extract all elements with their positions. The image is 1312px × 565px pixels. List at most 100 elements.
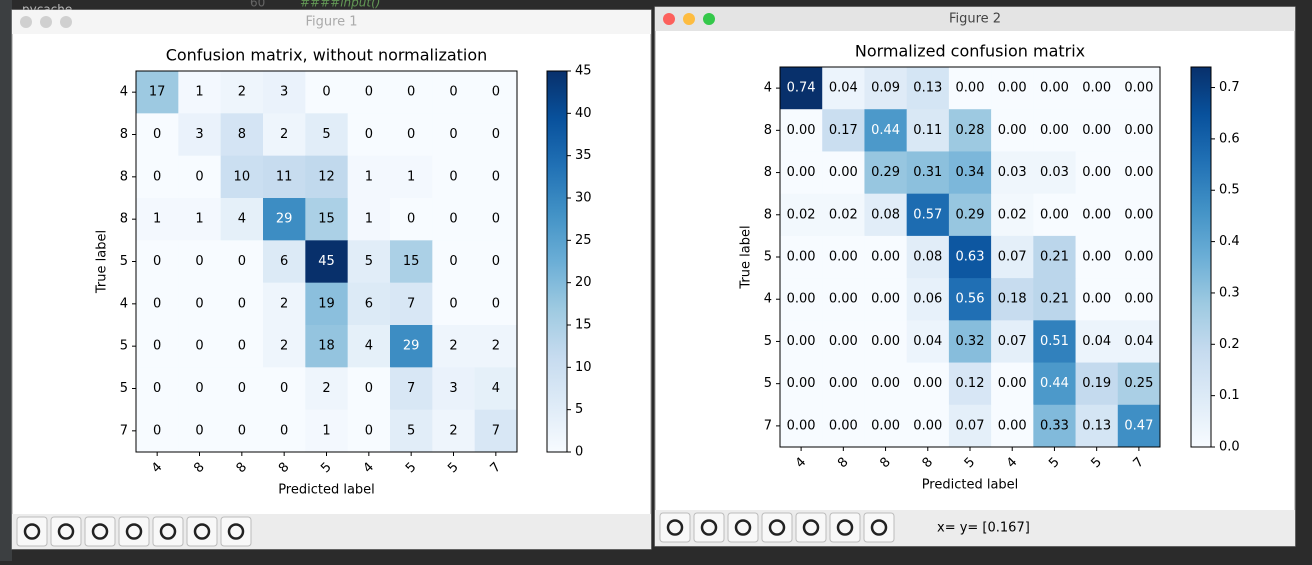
cell-label: 0.00	[913, 418, 942, 433]
cell-label: 0	[153, 381, 161, 396]
y-tick-label: 7	[764, 418, 772, 433]
sidebar	[0, 0, 12, 561]
zoom-button[interactable]	[795, 512, 827, 543]
heatmap-cell	[136, 198, 179, 241]
cell-label: 0	[365, 381, 373, 396]
button-frame	[829, 512, 861, 543]
save-button[interactable]	[863, 512, 895, 543]
cell-label: 0.51	[1040, 334, 1069, 349]
heatmap-cell	[948, 404, 992, 448]
cell-label: 0	[195, 169, 203, 184]
heatmap-cell	[991, 109, 1034, 152]
heatmap-cell	[432, 367, 476, 411]
heatmap-cell	[991, 362, 1034, 406]
heatmap-cell	[390, 240, 433, 284]
button-frame	[50, 516, 82, 547]
cell-label: 0.00	[998, 418, 1027, 433]
forward-button[interactable]	[84, 516, 116, 547]
cell-label: 3	[449, 381, 457, 396]
heatmap-cell	[178, 409, 222, 453]
heatmap-cell	[991, 193, 1034, 237]
y-tick-label: 8	[120, 212, 128, 227]
back-button[interactable]	[693, 512, 725, 543]
heatmap-cell	[780, 193, 823, 237]
y-tick-label: 8	[120, 127, 128, 142]
window-control[interactable]	[40, 16, 52, 28]
heatmap-cell	[906, 362, 950, 406]
button-frame	[16, 516, 48, 547]
heatmap-cell	[220, 240, 264, 284]
heatmap-cell	[432, 155, 476, 199]
cell-label: 2	[280, 296, 288, 311]
heatmap-cell	[864, 67, 908, 110]
cell-label: 0	[365, 423, 373, 438]
cell-label: 2	[280, 127, 288, 142]
colorbar-tick-label: 0.4	[1219, 234, 1240, 249]
cell-label: 1	[365, 212, 373, 227]
x-axis-label: Predicted label	[278, 483, 375, 498]
window-control[interactable]	[663, 13, 675, 25]
cell-label: 0.00	[871, 292, 900, 307]
cell-label: 2	[449, 339, 457, 354]
colorbar-tick-label: 0.6	[1219, 131, 1240, 146]
pan-button[interactable]	[761, 512, 793, 543]
button-frame	[84, 516, 116, 547]
zoom-button[interactable]	[152, 516, 184, 547]
cell-label: 0	[238, 381, 246, 396]
colorbar	[1190, 66, 1212, 448]
cell-label: 0.00	[1124, 250, 1153, 265]
cell-label: 0.04	[913, 334, 942, 349]
forward-button[interactable]	[727, 512, 759, 543]
cell-label: 0.00	[1082, 207, 1111, 222]
heatmap-cell	[263, 71, 306, 114]
cell-label: 0	[153, 127, 161, 142]
heatmap-cell	[948, 109, 992, 152]
heatmap-cell	[390, 155, 433, 199]
window-control[interactable]	[20, 16, 32, 28]
button-frame	[795, 512, 827, 543]
cell-label: 0.00	[1082, 165, 1111, 180]
cell-label: 0.00	[829, 250, 858, 265]
heatmap-cell	[780, 151, 823, 195]
y-tick-label: 5	[120, 381, 128, 396]
heatmap-cell	[1033, 109, 1077, 152]
home-button[interactable]	[16, 516, 48, 547]
colorbar-tick-label: 0.7	[1219, 80, 1240, 95]
cell-label: 0	[449, 169, 457, 184]
heatmap-cell	[347, 71, 391, 114]
pan-button[interactable]	[118, 516, 150, 547]
cell-label: 0.00	[1082, 292, 1111, 307]
configure-button[interactable]	[829, 512, 861, 543]
y-tick-label: 4	[764, 292, 772, 307]
window-control[interactable]	[703, 13, 715, 25]
cell-label: 0.00	[1040, 123, 1069, 138]
window-control[interactable]	[683, 13, 695, 25]
cell-label: 0.00	[829, 376, 858, 391]
heatmap-cell	[263, 240, 306, 284]
cell-label: 0.21	[1040, 292, 1069, 307]
colorbar-tick-label: 30	[575, 191, 592, 206]
back-button[interactable]	[50, 516, 82, 547]
window-control[interactable]	[60, 16, 72, 28]
window-title: Figure 2	[949, 12, 1001, 27]
button-icon	[57, 523, 75, 540]
cell-label: 2	[492, 339, 500, 354]
heatmap-cell	[864, 404, 908, 448]
heatmap-cell	[822, 193, 865, 237]
cell-label: 0	[492, 169, 500, 184]
heatmap-cell	[822, 320, 865, 364]
heatmap-cell	[1033, 67, 1077, 110]
cell-label: 0.00	[829, 292, 858, 307]
button-frame	[761, 512, 793, 543]
heatmap-cell	[1033, 404, 1077, 448]
save-button[interactable]	[220, 516, 252, 547]
heatmap-cell	[991, 235, 1034, 279]
heatmap-cell	[136, 155, 179, 199]
y-tick-label: 5	[764, 250, 772, 265]
heatmap-cell	[432, 198, 476, 241]
configure-button[interactable]	[186, 516, 218, 547]
home-button[interactable]	[659, 512, 691, 543]
cell-label: 0	[407, 212, 415, 227]
heatmap-cell	[178, 198, 222, 241]
cell-label: 0	[449, 296, 457, 311]
